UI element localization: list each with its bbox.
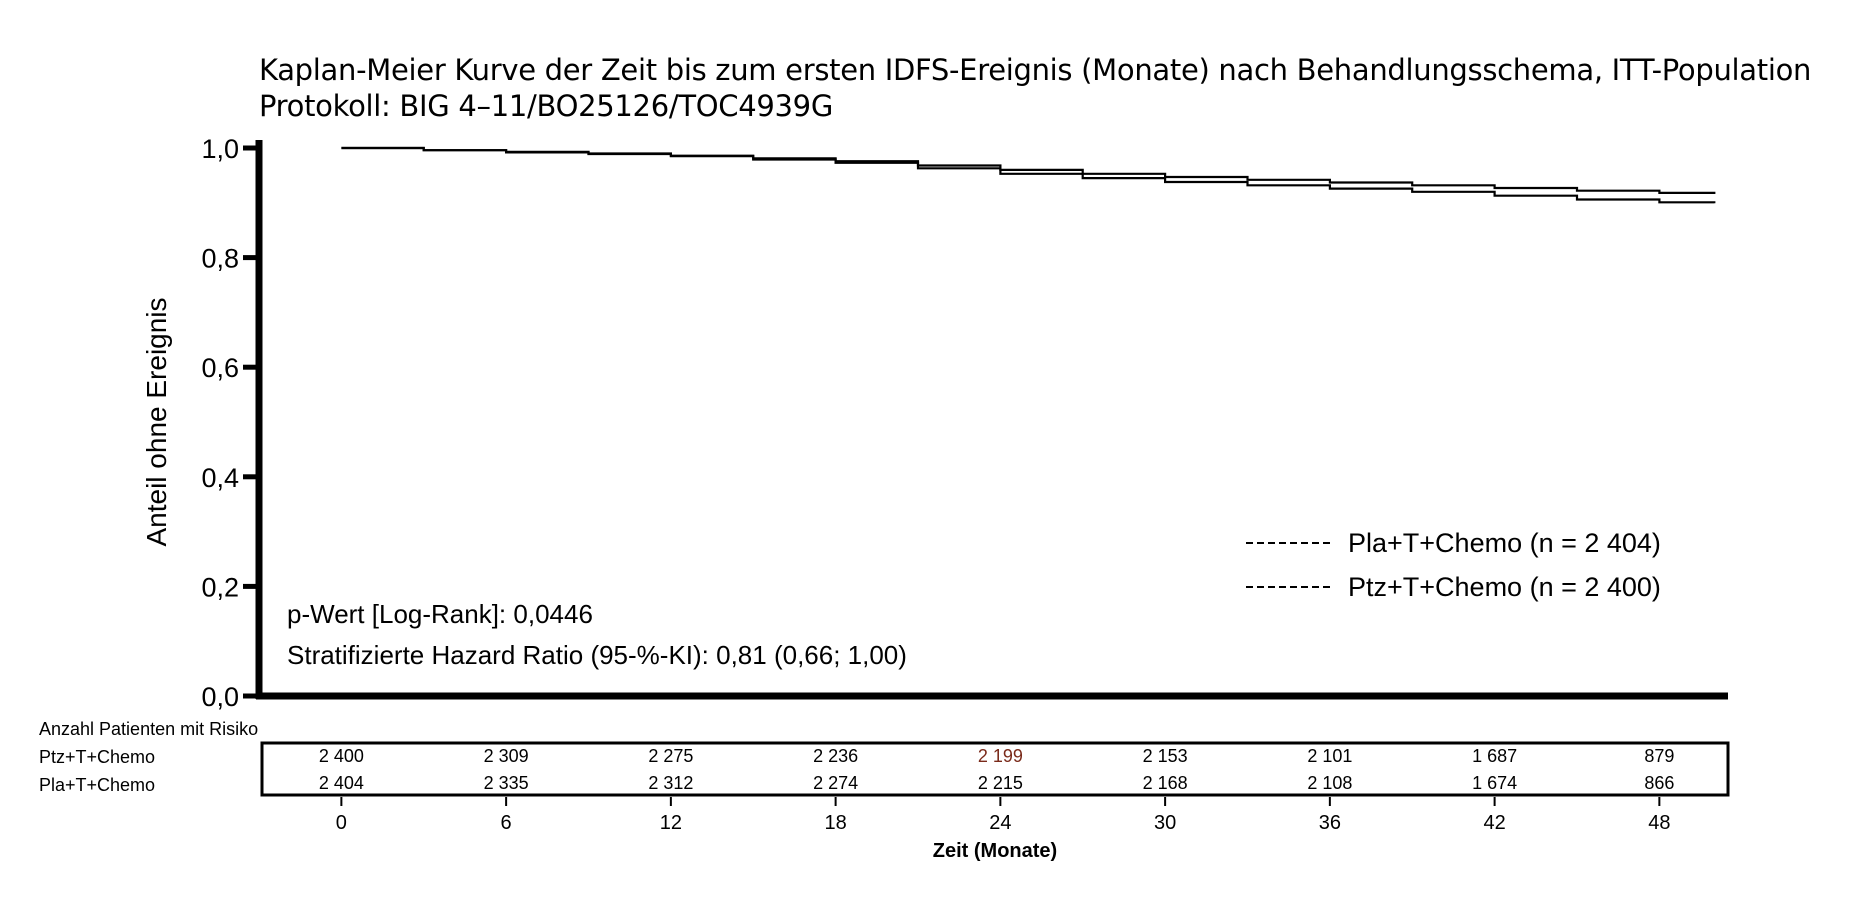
- survival-curve-pla: [341, 146, 1716, 204]
- risk-table-cell: 879: [1644, 746, 1674, 766]
- risk-table-cell: 2 101: [1307, 746, 1352, 766]
- survival-curve-ptz: [341, 146, 1716, 194]
- risk-table-header: Anzahl Patienten mit Risiko: [39, 719, 258, 739]
- legend-label-pla: Pla+T+Chemo (n = 2 404): [1348, 528, 1661, 558]
- y-tick-label: 0,0: [201, 682, 239, 712]
- x-tick-label: 24: [989, 812, 1011, 834]
- risk-table-cell: 2 215: [978, 773, 1023, 793]
- x-axis-ticks: 0 6 12 18 24 30 36 42 48: [336, 797, 1670, 834]
- y-axis-label: Anteil ohne Ereignis: [141, 297, 172, 546]
- risk-row-label-ptz: Ptz+T+Chemo: [39, 747, 155, 767]
- survival-curves: [341, 146, 1716, 204]
- legend-label-ptz: Ptz+T+Chemo (n = 2 400): [1348, 572, 1661, 602]
- risk-table-cell: 2 168: [1143, 773, 1188, 793]
- y-tick-label: 0,6: [201, 353, 239, 383]
- y-tick-label: 0,8: [201, 244, 239, 274]
- risk-table-cell: 2 108: [1307, 773, 1352, 793]
- chart-title-block: Kaplan-Meier Kurve der Zeit bis zum erst…: [259, 52, 1811, 124]
- risk-table-cell: 2 309: [484, 746, 529, 766]
- x-tick-label: 36: [1319, 812, 1341, 834]
- y-axis-ticks: 0,0 0,2 0,4 0,6 0,8 1,0: [201, 134, 259, 712]
- legend: Pla+T+Chemo (n = 2 404) Ptz+T+Chemo (n =…: [1246, 528, 1661, 602]
- risk-table-cell: 1 687: [1472, 746, 1517, 766]
- risk-table-cell: 2 236: [813, 746, 858, 766]
- risk-table-cell: 2 199: [978, 746, 1023, 766]
- axes: [255, 140, 1728, 700]
- x-tick-label: 12: [660, 812, 682, 834]
- x-tick-label: 30: [1154, 812, 1176, 834]
- risk-table-cell: 1 674: [1472, 773, 1517, 793]
- risk-table-cells: 2 400 2 309 2 275 2 236 2 199 2 153 2 101 1 687…: [319, 746, 1675, 793]
- chart-title: Kaplan-Meier Kurve der Zeit bis zum erst…: [259, 53, 1812, 87]
- x-tick-label: 6: [501, 812, 512, 834]
- risk-table-cell: 2 274: [813, 773, 858, 793]
- risk-table-cell: 2 153: [1143, 746, 1188, 766]
- x-axis-label: Zeit (Monate): [933, 840, 1057, 862]
- chart-subtitle: Protokoll: BIG 4–11/BO25126/TOC4939G: [259, 89, 833, 123]
- hazard-ratio-annotation: Stratifizierte Hazard Ratio (95-%-KI): 0…: [287, 640, 907, 670]
- risk-table-cell: 2 275: [648, 746, 693, 766]
- x-tick-label: 42: [1483, 812, 1505, 834]
- x-tick-label: 18: [824, 812, 846, 834]
- risk-table-cell: 2 312: [648, 773, 693, 793]
- risk-table-cell: 866: [1644, 773, 1674, 793]
- x-tick-label: 48: [1648, 812, 1670, 834]
- y-tick-label: 1,0: [201, 134, 239, 164]
- risk-table-cell: 2 400: [319, 746, 364, 766]
- risk-row-label-pla: Pla+T+Chemo: [39, 775, 155, 795]
- y-tick-label: 0,2: [201, 572, 239, 602]
- x-tick-label: 0: [336, 812, 347, 834]
- risk-table-cell: 2 335: [484, 773, 529, 793]
- risk-table-cell: 2 404: [319, 773, 364, 793]
- p-value-annotation: p-Wert [Log-Rank]: 0,0446: [287, 599, 593, 629]
- risk-table-box: [260, 741, 1730, 797]
- y-tick-label: 0,4: [201, 463, 239, 493]
